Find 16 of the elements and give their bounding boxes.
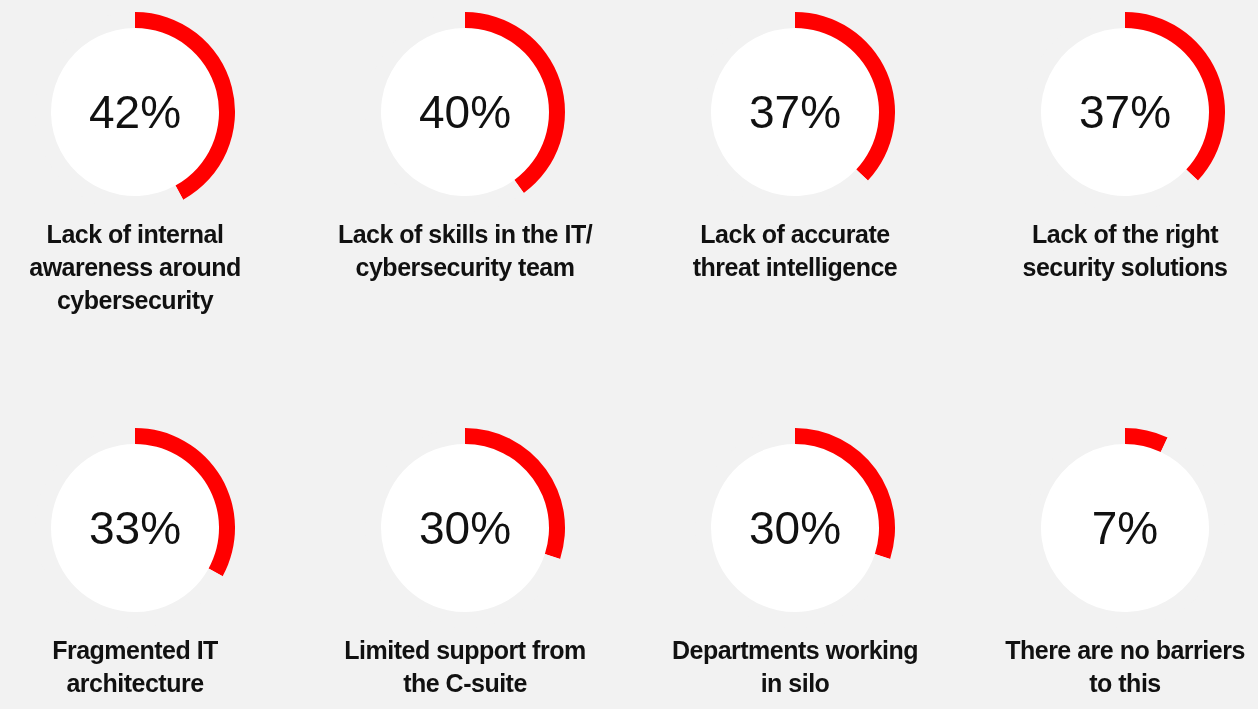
data-label: 30% bbox=[418, 502, 512, 554]
data-label: 37% bbox=[1078, 86, 1172, 138]
data-label: 30% bbox=[748, 502, 842, 554]
text: Lack of internal awareness around cybersecurity bbox=[28, 219, 242, 316]
text: Departments working in silo bbox=[670, 635, 920, 699]
text: Limited support from the C-suite bbox=[343, 635, 587, 699]
data-label: 42% bbox=[88, 86, 182, 138]
data-label: 33% bbox=[88, 502, 182, 554]
text: There are no barriers to this bbox=[1004, 635, 1246, 699]
data-label: 37% bbox=[748, 86, 842, 138]
data-label: 7% bbox=[1091, 502, 1159, 554]
text: Lack of the right security solutions bbox=[1021, 219, 1229, 283]
text: Lack of skills in the IT/ cybersecurity team bbox=[336, 219, 594, 283]
text: Fragmented IT architecture bbox=[51, 635, 219, 699]
text: Lack of accurate threat intelligence bbox=[691, 219, 899, 283]
data-label: 40% bbox=[418, 86, 512, 138]
